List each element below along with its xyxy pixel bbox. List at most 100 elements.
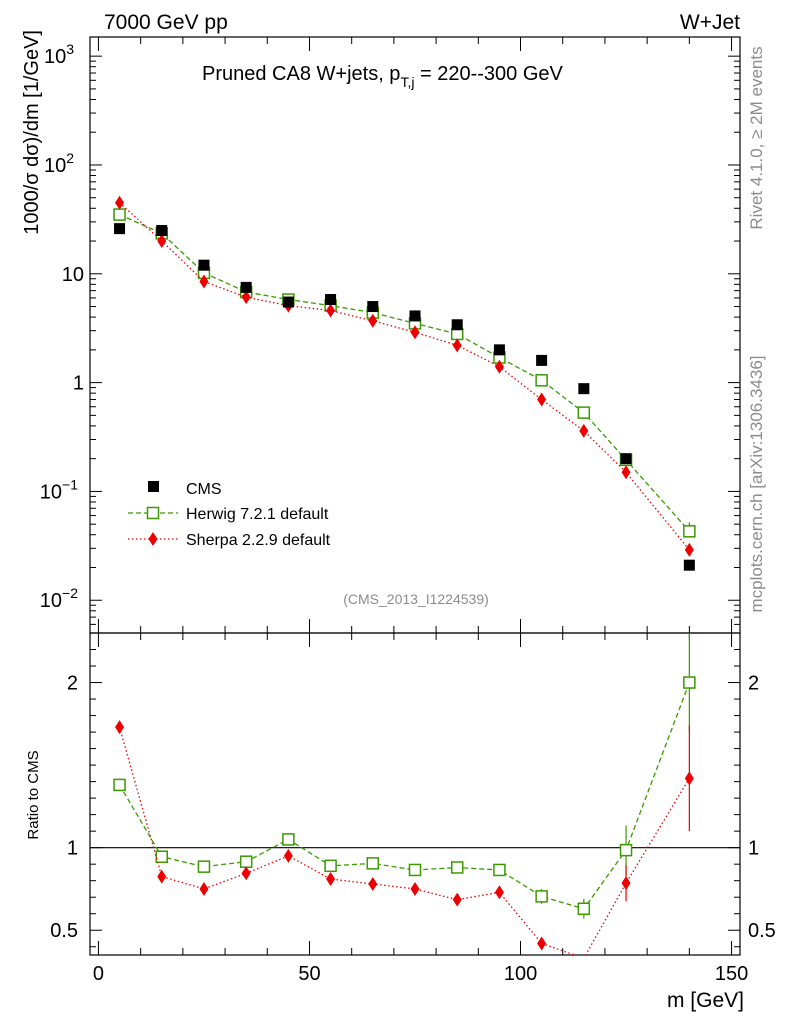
ratio-herwig-point (155, 850, 169, 863)
main-herwig-point (113, 208, 126, 221)
main-data-point (536, 354, 548, 366)
x-tick-label: 100 (504, 963, 537, 985)
analysis-id-label: (CMS_2013_I1224539) (343, 591, 489, 607)
ratio-herwig-point (366, 857, 380, 870)
main-data-point (493, 344, 505, 356)
ratio-herwig-point (113, 778, 126, 792)
mcplots-label: mcplots.cern.ch [arXiv:1306.3436] (747, 355, 766, 612)
ratio-y-tick-label-left: 0.5 (50, 920, 78, 942)
ratio-y-tick-label-right: 1 (748, 838, 759, 860)
ratio-herwig-point (493, 863, 506, 877)
main-sherpa-point (494, 359, 504, 374)
rivet-version-label: Rivet 4.1.0, ≥ 2M events (747, 46, 766, 229)
title-subscript: T,j (400, 74, 414, 90)
header-process-label: W+Jet (680, 11, 740, 34)
ratio-plot-frame (89, 632, 741, 956)
x-tick-label: 0 (93, 963, 104, 985)
main-plot-title: Pruned CA8 W+jets, pT,j = 220--300 GeV (202, 63, 564, 90)
ratio-sherpa-point (684, 771, 694, 786)
main-data-point (409, 310, 421, 322)
ratio-sherpa-point (494, 885, 504, 900)
ratio-sherpa-point (537, 936, 547, 951)
legend-marker-cms (148, 481, 159, 492)
x-tick-label: 150 (715, 963, 748, 985)
main-data-point (578, 383, 590, 395)
main-x-ticks (97, 37, 733, 633)
main-y-tick-label: 102 (44, 150, 74, 177)
main-sherpa-point (326, 303, 336, 318)
main-data-point (114, 223, 126, 235)
main-data-point (620, 453, 632, 465)
ratio-sherpa-point (368, 876, 378, 891)
ratio-herwig-point (239, 855, 253, 868)
ratio-sherpa-point (410, 881, 420, 896)
x-tick-label: 50 (298, 963, 320, 985)
title-rest-text: = 220--300 GeV (414, 63, 563, 85)
ratio-herwig-point (324, 859, 337, 873)
main-sherpa-point (452, 338, 462, 353)
main-sherpa-point (157, 234, 167, 249)
tick-label-base: 10 (40, 481, 62, 503)
tick-label-exponent: −2 (62, 585, 78, 601)
ratio-herwig-point (683, 676, 696, 689)
main-data-point (325, 294, 337, 306)
ratio-herwig-point (619, 843, 633, 857)
main-herwig-point (683, 525, 696, 538)
tick-label-base: 10 (62, 264, 84, 286)
ratio-plot-panel: 0.5 0.5 1 1 2 2 0 50 100 150 Ratio to CMS m [GeV… (25, 632, 776, 1012)
main-sherpa-point (579, 423, 589, 438)
main-sherpa-point (410, 325, 420, 340)
ratio-sherpa-point (157, 869, 167, 884)
ratio-sherpa-point (199, 881, 209, 896)
tick-label-exponent: −1 (62, 476, 78, 492)
tick-label-exponent: 2 (66, 150, 74, 166)
main-data-point (367, 301, 379, 313)
ratio-sherpa-point (115, 720, 125, 735)
ratio-herwig-line (118, 682, 691, 910)
main-herwig-line (119, 214, 690, 532)
main-data-point (198, 259, 210, 271)
main-series-group (113, 195, 696, 571)
ratio-y-tick-label-left: 2 (67, 673, 78, 695)
ratio-x-ticks: 0 50 100 150 (93, 633, 748, 985)
ratio-sherpa-point (621, 876, 631, 891)
legend-label-cms: CMS (186, 481, 222, 498)
legend-label-herwig: Herwig 7.2.1 default (186, 506, 329, 523)
legend-label-sherpa: Sherpa 2.2.9 default (186, 532, 331, 549)
main-sherpa-point (621, 465, 631, 480)
tick-label-exponent: 3 (66, 41, 74, 57)
ratio-herwig-point (450, 861, 464, 874)
header-energy-label: 7000 GeV pp (104, 11, 228, 34)
main-sherpa-point (368, 313, 378, 328)
main-y-tick-label: 10−1 (40, 476, 78, 503)
tick-label-base: 10 (44, 155, 66, 177)
ratio-herwig-point (535, 890, 548, 903)
ratio-y-tick-label-left: 1 (67, 838, 78, 860)
main-data-point (683, 559, 695, 571)
main-sherpa-point (537, 392, 547, 407)
main-sherpa-point (115, 195, 125, 210)
ratio-sherpa-point (326, 872, 336, 887)
tick-label-base: 10 (44, 46, 66, 68)
main-data-point (451, 319, 463, 331)
main-y-tick-label: 103 (44, 41, 74, 68)
ratio-y-axis-label: Ratio to CMS (25, 750, 42, 839)
ratio-y-tick-label-right: 0.5 (748, 920, 776, 942)
ratio-y-tick-label-right: 2 (748, 673, 759, 695)
tick-label-base: 1 (73, 373, 84, 395)
main-sherpa-point (684, 542, 694, 557)
main-herwig-point (577, 406, 591, 419)
main-sherpa-point (199, 274, 209, 289)
ratio-herwig-point (577, 902, 591, 916)
ratio-sherpa-point (452, 892, 462, 907)
main-data-point (282, 296, 294, 308)
main-y-tick-label: 10 (62, 264, 84, 286)
main-y-tick-label: 10−2 (40, 585, 78, 612)
tick-label-base: 10 (40, 590, 62, 612)
ratio-sherpa-point (241, 866, 251, 881)
ratio-series-group (113, 633, 696, 955)
main-data-point (156, 224, 168, 236)
legend: CMS Herwig 7.2.1 default Sherpa 2.2.9 de… (128, 481, 331, 549)
